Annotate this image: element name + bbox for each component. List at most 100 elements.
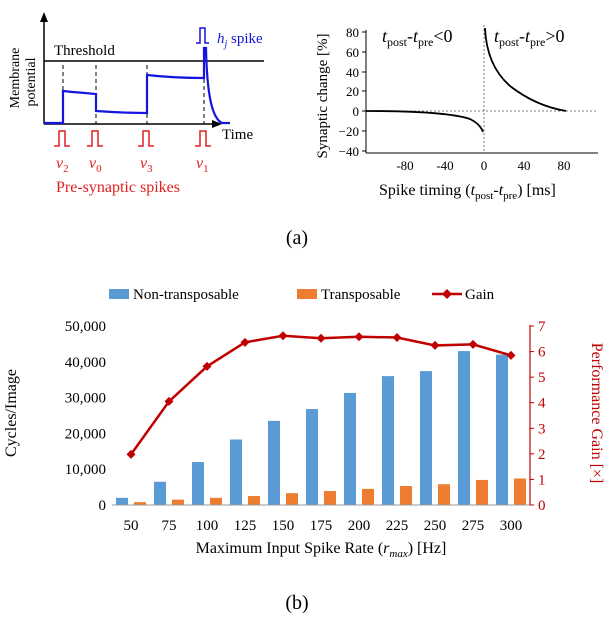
membrane-trace xyxy=(44,46,230,125)
stdp-region-negative: tpost-tpre<0 xyxy=(382,26,453,49)
caption-a: (a) xyxy=(286,227,308,249)
gain-point xyxy=(506,350,516,360)
y-axis-left-tick-label: 10,000 xyxy=(65,462,106,478)
y-axis-left-tick-label: 20,000 xyxy=(65,426,106,442)
legend-swatch-non-transposable xyxy=(109,289,129,299)
y-axis-right-tick-label: 5 xyxy=(538,370,546,386)
bar-transposable xyxy=(476,479,488,505)
y-axis-right-ticks: 0 1 2 3 4 5 6 7 xyxy=(530,319,546,514)
gain-line xyxy=(129,334,512,456)
x-axis-tick-label: 300 xyxy=(500,518,523,534)
x-axis-tick-label: 75 xyxy=(162,518,177,534)
bar-transposable xyxy=(248,496,260,505)
x-axis-tick-label: 225 xyxy=(386,518,409,534)
bar-non-transposable xyxy=(192,462,204,505)
stdp-xtick-label: 80 xyxy=(558,158,571,173)
hj-spike-label: hj spike xyxy=(217,31,263,50)
y-axis-left-ticks: 0 10,000 20,000 30,000 40,000 50,000 xyxy=(65,319,106,514)
stdp-ytick-labels: 80 60 40 20 0 −20 −40 xyxy=(339,25,359,159)
stdp-ytick-label: −20 xyxy=(339,124,359,139)
stdp-xtick-label: -40 xyxy=(436,158,453,173)
bar-non-transposable xyxy=(230,439,242,505)
x-axis-tick-label: 275 xyxy=(462,518,485,534)
y-axis-right-tick-label: 7 xyxy=(538,319,546,335)
x-axis-tick-label: 175 xyxy=(310,518,333,534)
gain-point xyxy=(430,340,440,350)
stdp-ytick-label: 20 xyxy=(346,84,359,99)
x-axis-tick-label: 150 xyxy=(272,518,295,534)
stdp-ytick-label: −40 xyxy=(339,144,359,159)
y-axis-right-tick-label: 0 xyxy=(538,498,546,514)
gain-point xyxy=(468,339,478,349)
y-axis-left-tick-label: 0 xyxy=(99,498,107,514)
spike-label-v2: v2 xyxy=(56,155,69,175)
membrane-ylabel-line2: potential xyxy=(24,57,39,106)
legend-label-gain: Gain xyxy=(465,287,495,303)
chart-b: Non-transposable Transposable Gain Cycle… xyxy=(3,287,605,560)
time-label: Time xyxy=(222,127,253,143)
stdp-region-positive: tpost-tpre>0 xyxy=(494,26,565,49)
legend-swatch-transposable xyxy=(297,289,317,299)
spike-label-v0: v0 xyxy=(89,155,102,175)
gain-point xyxy=(316,333,326,343)
gain-point xyxy=(354,332,364,342)
x-axis-tick-label: 100 xyxy=(196,518,219,534)
presyn-spike-labels: v2 v0 v3 v1 xyxy=(56,155,209,175)
legend: Non-transposable Transposable Gain xyxy=(109,287,495,303)
y-axis-right-label: Performance Gain [×] xyxy=(588,343,605,484)
y-axis-right-tick-label: 4 xyxy=(538,396,546,412)
spike-label-v3: v3 xyxy=(140,155,153,175)
bars xyxy=(116,351,526,505)
y-axis-right-tick-label: 6 xyxy=(538,345,546,361)
x-axis-tick-label: 250 xyxy=(424,518,447,534)
bar-transposable xyxy=(438,484,450,505)
bar-transposable xyxy=(172,499,184,505)
bar-transposable xyxy=(324,491,336,505)
gain-point xyxy=(164,396,174,406)
stdp-ylabel: Synaptic change [%] xyxy=(315,34,331,159)
gain-point xyxy=(240,337,250,347)
x-axis-tick-label: 200 xyxy=(348,518,371,534)
bar-transposable xyxy=(286,493,298,505)
stdp-curve-positive xyxy=(484,27,567,112)
stdp-xtick-label: 0 xyxy=(481,158,488,173)
bar-non-transposable xyxy=(344,392,356,505)
legend-label-non-transposable: Non-transposable xyxy=(133,287,239,303)
y-axis-left-tick-label: 30,000 xyxy=(65,391,106,407)
spike-label-v1: v1 xyxy=(196,155,209,175)
presyn-label: Pre-synaptic spikes xyxy=(56,179,180,196)
gain-point xyxy=(126,449,136,459)
bar-transposable xyxy=(134,502,146,505)
bar-transposable xyxy=(362,488,374,505)
membrane-x-arrow xyxy=(212,120,222,128)
bar-non-transposable xyxy=(496,354,508,505)
gain-point xyxy=(202,361,212,371)
hj-spike-pulse xyxy=(196,27,209,44)
stdp-xtick-labels: -80 -40 0 40 80 xyxy=(396,158,570,173)
bar-non-transposable xyxy=(420,371,432,505)
gain-point xyxy=(278,331,288,341)
stdp-ytick-label: 40 xyxy=(346,65,359,80)
bar-non-transposable xyxy=(306,409,318,505)
membrane-ylabel-line1: Membrane xyxy=(8,48,23,109)
gain-series xyxy=(126,331,516,459)
y-axis-left-tick-label: 40,000 xyxy=(65,355,106,371)
y-axis-right-tick-label: 2 xyxy=(538,447,546,463)
bar-non-transposable xyxy=(116,497,128,505)
bar-non-transposable xyxy=(382,376,394,505)
legend-swatch-gain-marker xyxy=(442,289,452,299)
bar-transposable xyxy=(514,478,526,505)
stdp-xtick-label: -80 xyxy=(396,158,413,173)
stdp-ytick-marks xyxy=(362,31,366,152)
stdp-xlabel: Spike timing (tpost-tpre) [ms] xyxy=(379,182,556,202)
x-axis-tick-label: 125 xyxy=(234,518,257,534)
stdp-ytick-label: 0 xyxy=(353,104,360,119)
y-axis-left-tick-label: 50,000 xyxy=(65,319,106,335)
bar-non-transposable xyxy=(268,420,280,505)
stdp-ytick-label: 60 xyxy=(346,45,359,60)
y-axis-right-tick-label: 1 xyxy=(538,472,546,488)
y-axis-right-tick-label: 3 xyxy=(538,421,546,437)
threshold-label: Threshold xyxy=(54,43,115,59)
spike-time-dashes xyxy=(62,65,205,124)
